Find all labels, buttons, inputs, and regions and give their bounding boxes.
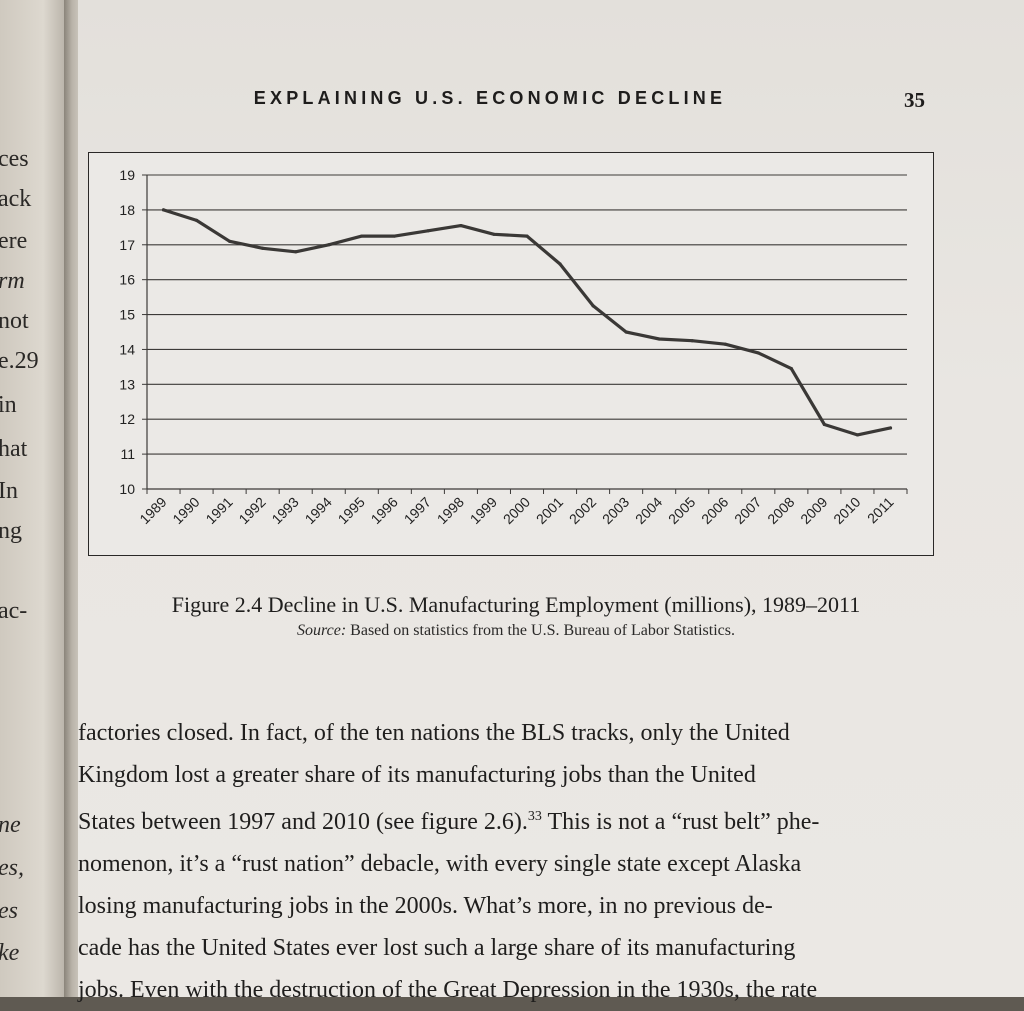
left-page-fragment: In <box>0 478 18 504</box>
x-tick-label: 2011 <box>864 494 897 527</box>
x-tick-label: 1989 <box>136 494 169 527</box>
footnote-ref: 33 <box>527 809 542 824</box>
x-tick-label: 2009 <box>797 494 830 527</box>
left-page-fragment: ack <box>0 186 32 212</box>
x-tick-label: 1998 <box>434 494 467 527</box>
data-point <box>723 342 727 346</box>
left-page-fragment: ke <box>0 940 20 966</box>
data-point <box>261 246 265 250</box>
x-tick-label: 2001 <box>533 494 566 527</box>
x-tick-label: 1993 <box>268 494 301 527</box>
y-tick-label: 18 <box>119 202 135 218</box>
x-tick-label: 1997 <box>401 494 434 527</box>
data-point <box>657 337 661 341</box>
y-tick-label: 10 <box>119 481 135 497</box>
data-point <box>228 239 232 243</box>
x-tick-label: 1999 <box>467 494 500 527</box>
left-page-fragment: e.29 <box>0 348 39 374</box>
y-tick-label: 12 <box>119 411 135 427</box>
body-line-7: jobs. Even with the destruction of the G… <box>78 977 818 1003</box>
y-tick-label: 13 <box>119 376 135 392</box>
body-line-3-continuation: This is not a “rust belt” phe- <box>541 809 820 835</box>
x-tick-label: 1991 <box>202 494 235 527</box>
body-paragraph: factories closed. In fact, of the ten na… <box>78 712 948 1011</box>
data-point <box>194 218 199 222</box>
data-point <box>591 304 595 308</box>
data-point <box>822 422 826 427</box>
data-point <box>393 234 397 238</box>
x-tick-label: 2002 <box>566 494 599 527</box>
data-point <box>294 250 298 254</box>
x-tick-label: 1996 <box>368 494 401 527</box>
x-tick-label: 1990 <box>169 494 202 527</box>
x-tick-label: 2006 <box>698 494 731 527</box>
series-line <box>161 208 893 437</box>
x-tick-label: 2003 <box>599 494 632 527</box>
data-point <box>426 229 430 233</box>
data-point <box>756 351 760 355</box>
data-point <box>888 426 893 430</box>
employment-chart: 10 11 12 13 14 15 16 17 18 19 1989 1990 1991 1992 1993… <box>88 152 934 556</box>
data-point <box>459 223 463 228</box>
x-tick-label: 1995 <box>335 494 368 527</box>
left-page-fragment: ne <box>0 812 21 838</box>
body-line-5: losing manufacturing jobs in the 2000s. … <box>78 893 773 919</box>
body-line-4: nomenon, it’s a “rust nation” debacle, w… <box>78 851 802 877</box>
source-label: Source: <box>297 622 347 639</box>
left-page-fragment: es, <box>0 855 24 881</box>
x-tick-label: 2004 <box>632 494 665 527</box>
source-text: Based on statistics from the U.S. Bureau… <box>350 622 735 639</box>
body-line-3: States between 1997 and 2010 (see figure… <box>78 796 948 843</box>
y-tick-label: 15 <box>119 307 135 323</box>
y-tick-label: 11 <box>120 446 135 462</box>
x-tick-label: 2010 <box>830 494 863 527</box>
data-point <box>327 243 331 247</box>
y-tick-label: 19 <box>119 167 135 183</box>
figure-caption: Figure 2.4 Decline in U.S. Manufacturing… <box>171 592 861 617</box>
data-point <box>525 234 529 238</box>
data-point <box>360 234 364 238</box>
left-page-edge: ces ack ere rm not e.29 in hat In ng ac-ne es, es ke <box>0 0 72 997</box>
data-point <box>855 433 860 437</box>
left-page-fragment: ere <box>0 228 28 254</box>
y-tick-label: 14 <box>119 341 135 357</box>
chart-svg: 10 11 12 13 14 15 16 17 18 19 1989 1990 1991 1992 1993… <box>119 167 908 527</box>
data-point <box>161 208 166 212</box>
x-tick-label: 2005 <box>665 494 698 527</box>
x-tick-label: 2008 <box>764 494 797 527</box>
data-point <box>492 232 496 236</box>
x-tick-label: 1992 <box>235 494 268 527</box>
figure-source: Source: Based on statistics from the U.S… <box>116 622 916 640</box>
body-line-6: cade has the United States ever lost suc… <box>78 935 796 961</box>
left-page-fragment: not <box>0 308 29 334</box>
data-point <box>558 262 562 266</box>
y-tick-label: 16 <box>119 272 135 288</box>
data-point <box>624 330 628 334</box>
left-page-fragment: es <box>0 898 18 924</box>
data-point <box>690 339 694 343</box>
body-line-1: factories closed. In fact, of the ten na… <box>78 720 790 746</box>
left-page-fragment: ng <box>0 518 22 544</box>
x-tick-label: 1994 <box>302 494 335 527</box>
left-page-fragment: rm <box>0 268 25 294</box>
left-page-fragment: ac- <box>0 598 28 624</box>
page-number: 35 <box>904 88 925 112</box>
body-line-3-text: States between 1997 and 2010 (see figure… <box>78 809 528 835</box>
x-tick-label: 2000 <box>500 494 533 527</box>
data-point <box>789 367 793 371</box>
left-page-fragment: hat <box>0 436 28 462</box>
body-line-2: Kingdom lost a greater share of its manu… <box>78 762 756 788</box>
y-tick-label: 17 <box>119 237 135 253</box>
left-page-fragment: ces <box>0 146 29 172</box>
x-tick-label: 2007 <box>731 494 764 527</box>
running-head: EXPLAINING U.S. ECONOMIC DECLINE <box>253 88 727 108</box>
left-page-fragment: in <box>0 392 17 418</box>
